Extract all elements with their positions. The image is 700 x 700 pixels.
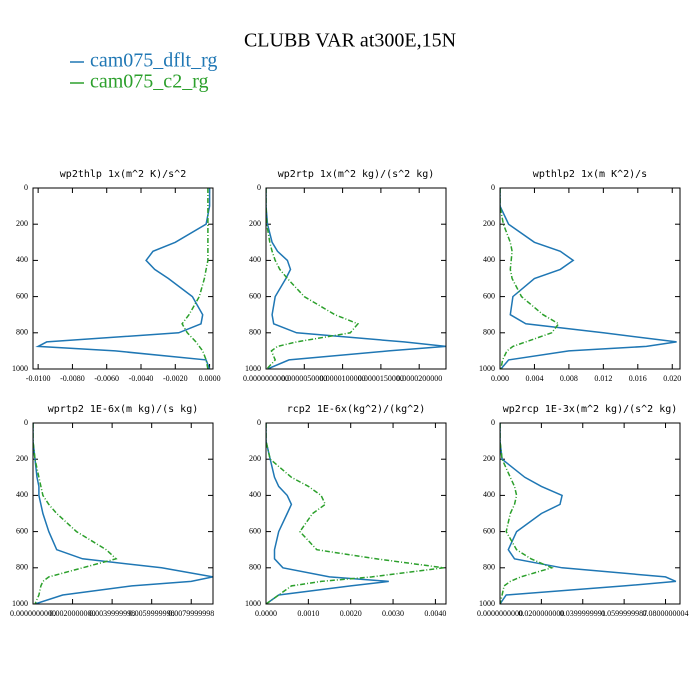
x-tick-label: 0.0039999998 xyxy=(89,609,135,618)
x-tick-label: 0.0040 xyxy=(424,609,446,618)
plot-frame xyxy=(265,422,447,605)
panel-title: wp2rcp 1E-3x(m^2 kg)/(s^2 kg) xyxy=(503,404,678,415)
y-tick-label: 1000 xyxy=(245,599,261,608)
y-tick-label: 200 xyxy=(249,454,261,463)
y-tick-label: 400 xyxy=(483,490,495,499)
y-tick-label: 600 xyxy=(249,291,261,300)
legend-label: cam075_c2_rg xyxy=(90,71,209,93)
x-tick-label: 0.0030 xyxy=(382,609,404,618)
y-tick-label: 400 xyxy=(16,490,28,499)
y-tick-label: 800 xyxy=(249,563,261,572)
x-tick-label: 0.0000200000 xyxy=(396,374,442,383)
y-tick-label: 400 xyxy=(483,255,495,264)
series-line xyxy=(181,188,209,369)
y-tick-label: 600 xyxy=(16,526,28,535)
y-tick-label: 800 xyxy=(16,563,28,572)
y-tick-label: 600 xyxy=(483,526,495,535)
y-tick-label: 600 xyxy=(249,526,261,535)
y-tick-label: 200 xyxy=(483,219,495,228)
y-tick-label: 1000 xyxy=(245,364,261,373)
x-tick-label: 0.0000100000 xyxy=(320,374,366,383)
x-tick-label: -0.0100 xyxy=(26,374,51,383)
x-tick-label: 0.0000050000 xyxy=(281,374,327,383)
y-tick-label: 200 xyxy=(483,454,495,463)
x-tick-label: 0.0000150000 xyxy=(358,374,404,383)
series-line xyxy=(35,188,211,369)
x-tick-label: 0.0020000000 xyxy=(50,609,96,618)
x-tick-label: -0.0040 xyxy=(129,374,154,383)
y-tick-label: 0 xyxy=(491,183,495,192)
y-tick-label: 0 xyxy=(24,418,28,427)
x-tick-label: 0.012 xyxy=(594,374,612,383)
y-tick-label: 0 xyxy=(257,418,261,427)
legend-label: cam075_dflt_rg xyxy=(90,50,217,72)
y-tick-label: 0 xyxy=(24,183,28,192)
x-tick-label: 0.0599999987 xyxy=(601,609,647,618)
x-tick-label: 0.004 xyxy=(525,374,543,383)
panel-title: wprtp2 1E-6x(m kg)/(s kg) xyxy=(48,404,199,415)
x-tick-label: 0.0000000000 xyxy=(10,609,56,618)
x-tick-label: 0.008 xyxy=(560,374,578,383)
panel-title: wp2rtp 1x(m^2 kg)/(s^2 kg) xyxy=(278,169,435,180)
y-tick-label: 200 xyxy=(16,219,28,228)
series-line xyxy=(500,423,554,604)
y-tick-label: 800 xyxy=(16,328,28,337)
x-tick-label: 0.020 xyxy=(663,374,681,383)
x-tick-label: -0.0060 xyxy=(94,374,119,383)
y-tick-label: 1000 xyxy=(12,599,28,608)
plot-frame xyxy=(265,187,447,370)
y-tick-label: 1000 xyxy=(479,599,495,608)
y-tick-label: 600 xyxy=(16,291,28,300)
x-tick-label: 0.0399999991 xyxy=(560,609,606,618)
x-tick-label: 0.0000000000 xyxy=(243,374,289,383)
panel-title: rcp2 1E-6x(kg^2)/(kg^2) xyxy=(287,404,425,415)
x-tick-label: 0.0000000000 xyxy=(477,609,523,618)
x-tick-label: 0.0010 xyxy=(297,609,319,618)
series-line xyxy=(266,188,360,369)
x-tick-label: 0.016 xyxy=(629,374,647,383)
y-tick-label: 0 xyxy=(257,183,261,192)
y-tick-label: 1000 xyxy=(479,364,495,373)
plot-frame xyxy=(499,187,681,370)
y-tick-label: 800 xyxy=(483,563,495,572)
y-tick-label: 800 xyxy=(483,328,495,337)
x-tick-label: -0.0020 xyxy=(163,374,188,383)
series-line xyxy=(33,423,213,604)
y-tick-label: 400 xyxy=(249,490,261,499)
plot-frame xyxy=(32,422,214,605)
series-line xyxy=(500,188,560,369)
plot-frame xyxy=(32,187,214,370)
x-tick-label: 0.0200000000 xyxy=(518,609,564,618)
y-tick-label: 200 xyxy=(249,219,261,228)
series-line xyxy=(33,423,118,604)
x-tick-label: 0.0059999998 xyxy=(129,609,175,618)
figure-title: CLUBB VAR at300E,15N xyxy=(244,30,456,52)
series-line xyxy=(500,188,677,369)
x-tick-label: 0.0000 xyxy=(255,609,277,618)
series-line xyxy=(266,423,389,604)
series-line xyxy=(500,423,677,604)
y-tick-label: 1000 xyxy=(12,364,28,373)
panel-title: wp2thlp 1x(m^2 K)/s^2 xyxy=(60,169,186,180)
panel-title: wpthlp2 1x(m K^2)/s xyxy=(533,169,647,180)
y-tick-label: 400 xyxy=(249,255,261,264)
x-tick-label: 0.0079999998 xyxy=(168,609,214,618)
x-tick-label: 0.0020 xyxy=(340,609,362,618)
y-tick-label: 400 xyxy=(16,255,28,264)
y-tick-label: 0 xyxy=(491,418,495,427)
y-tick-label: 200 xyxy=(16,454,28,463)
x-tick-label: 0.0000 xyxy=(199,374,221,383)
x-tick-label: -0.0080 xyxy=(60,374,85,383)
plot-frame xyxy=(499,422,681,605)
x-tick-label: 0.0800000004 xyxy=(643,609,689,618)
y-tick-label: 800 xyxy=(249,328,261,337)
series-line xyxy=(266,423,444,604)
y-tick-label: 600 xyxy=(483,291,495,300)
x-tick-label: 0.000 xyxy=(491,374,509,383)
series-line xyxy=(266,188,446,369)
